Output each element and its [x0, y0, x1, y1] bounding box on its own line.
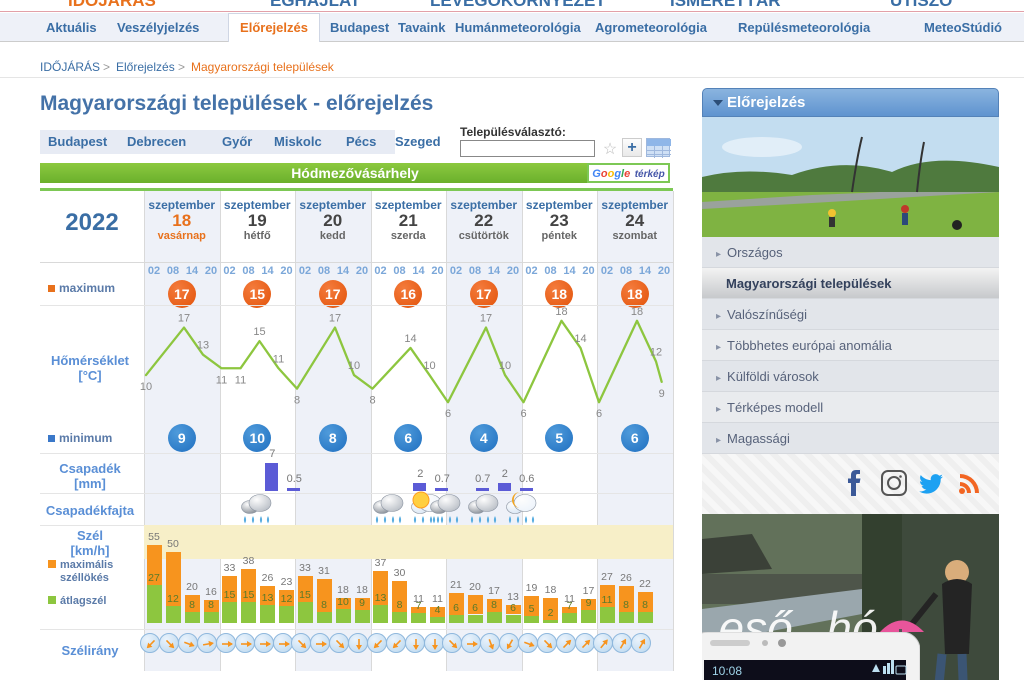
svg-text:8: 8 — [294, 395, 300, 407]
svg-text:6: 6 — [445, 408, 451, 420]
svg-text:18: 18 — [631, 306, 643, 318]
svg-text:8: 8 — [369, 395, 375, 407]
svg-text:11: 11 — [216, 374, 227, 386]
svg-text:14: 14 — [574, 333, 586, 345]
svg-text:6: 6 — [596, 408, 602, 420]
svg-text:10: 10 — [140, 381, 152, 393]
svg-text:13: 13 — [197, 340, 209, 352]
svg-text:10: 10 — [423, 360, 435, 372]
svg-text:11: 11 — [273, 353, 284, 365]
svg-text:17: 17 — [480, 313, 492, 325]
svg-text:6: 6 — [520, 408, 526, 420]
svg-text:11: 11 — [235, 374, 246, 386]
svg-text:10:08: 10:08 — [712, 664, 742, 678]
svg-text:12: 12 — [650, 347, 662, 359]
svg-text:15: 15 — [253, 326, 265, 338]
svg-text:17: 17 — [329, 313, 341, 325]
svg-text:14: 14 — [404, 333, 416, 345]
svg-text:10: 10 — [499, 360, 511, 372]
svg-text:17: 17 — [178, 313, 190, 325]
svg-text:10: 10 — [348, 360, 360, 372]
svg-text:9: 9 — [659, 388, 665, 400]
svg-text:18: 18 — [555, 306, 567, 318]
